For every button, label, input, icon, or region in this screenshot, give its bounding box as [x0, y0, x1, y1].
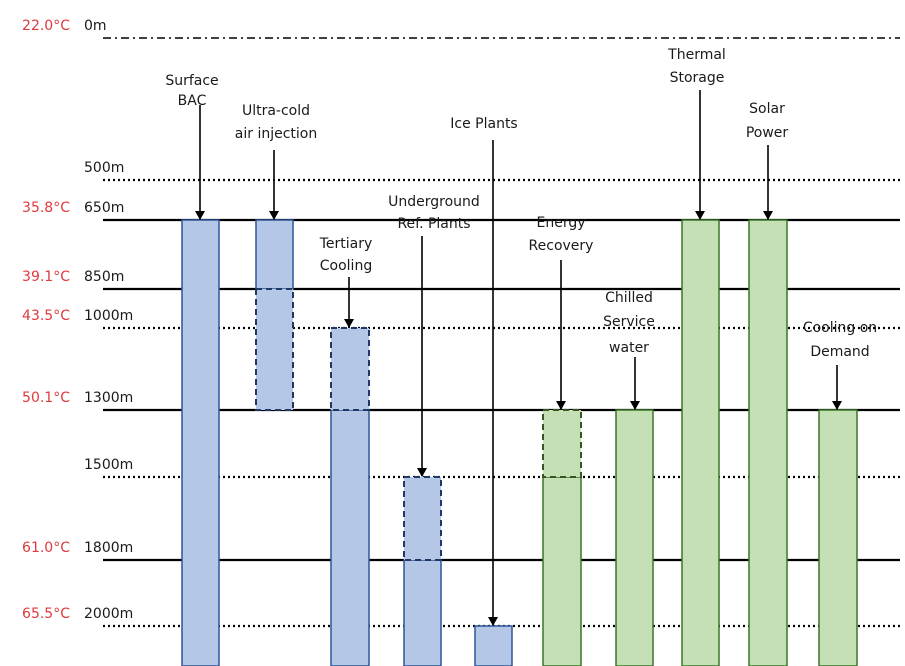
depth-label: 1800m	[84, 540, 133, 556]
depth-level-labels: 22.0°C 0m 500m 35.8°C 650m 39.1°C 850m 43.5°C 10…	[22, 18, 133, 622]
label-cooling-on-demand: Cooling on	[803, 320, 877, 336]
column-energy-recovery	[542, 409, 582, 666]
depth-label: 650m	[84, 200, 124, 216]
column-tertiary-cooling	[330, 327, 370, 666]
temperature-label: 35.8°C	[22, 200, 70, 216]
column-dashed-segment	[542, 409, 582, 478]
temperature-label: 61.0°C	[22, 540, 70, 556]
label-chilled-service-water: Chilled	[605, 290, 653, 306]
label-cooling-on-demand: Demand	[810, 344, 869, 360]
column-ice-plants	[474, 625, 513, 666]
label-ultra-cold-air: air injection	[235, 126, 317, 142]
label-chilled-service-water: Service	[603, 314, 655, 330]
label-thermal-storage: Storage	[670, 70, 725, 86]
label-ice-plants: Ice Plants	[450, 116, 517, 132]
column-thermal-storage	[681, 219, 720, 666]
label-tertiary-cooling: Tertiary	[319, 236, 373, 252]
depth-label: 1300m	[84, 390, 133, 406]
label-thermal-storage: Thermal	[667, 47, 726, 63]
depth-label: 1000m	[84, 308, 133, 324]
column-dashed-segment	[255, 288, 294, 411]
column-solid-segment	[818, 409, 858, 666]
column-solid-segment	[330, 409, 370, 666]
depth-label: 850m	[84, 269, 124, 285]
column-solar-power	[748, 219, 788, 666]
temperature-label: 43.5°C	[22, 308, 70, 324]
label-tertiary-cooling: Cooling	[320, 258, 372, 274]
column-dashed-segment	[403, 476, 442, 561]
temperature-label: 50.1°C	[22, 390, 70, 406]
column-chilled-service-water	[615, 409, 654, 666]
label-underground-ref-plants: Ref. Plants	[397, 216, 470, 232]
column-solid-segment	[474, 625, 513, 666]
technology-arrows	[195, 90, 842, 626]
label-solar-power: Power	[746, 125, 789, 141]
technology-columns	[181, 219, 858, 666]
column-ultra-cold-air	[255, 219, 294, 411]
column-solid-segment	[255, 219, 294, 290]
depth-label: 500m	[84, 160, 124, 176]
label-energy-recovery: Energy	[536, 215, 585, 231]
label-underground-ref-plants: Underground	[388, 194, 480, 210]
label-surface-bac: Surface	[165, 73, 218, 89]
label-surface-bac: BAC	[178, 93, 207, 109]
temperature-label: 39.1°C	[22, 269, 70, 285]
column-surface-bac	[181, 219, 220, 666]
column-solid-segment	[403, 559, 442, 666]
column-cooling-on-demand	[818, 409, 858, 666]
label-energy-recovery: Recovery	[529, 238, 594, 254]
label-solar-power: Solar	[749, 101, 785, 117]
column-solid-segment	[542, 476, 582, 666]
technology-labels: Surface BAC Ultra-cold air injection Tertiar…	[165, 47, 877, 360]
label-ultra-cold-air: Ultra-cold	[242, 103, 310, 119]
temperature-label: 22.0°C	[22, 18, 70, 34]
column-underground-ref-plants	[403, 476, 442, 666]
temperature-label: 65.5°C	[22, 606, 70, 622]
column-solid-segment	[615, 409, 654, 666]
column-solid-segment	[681, 219, 720, 666]
depth-label: 2000m	[84, 606, 133, 622]
column-solid-segment	[181, 219, 220, 666]
depth-label: 1500m	[84, 457, 133, 473]
label-chilled-service-water: water	[609, 340, 649, 356]
column-dashed-segment	[330, 327, 370, 411]
depth-label: 0m	[84, 18, 107, 34]
column-solid-segment	[748, 219, 788, 666]
